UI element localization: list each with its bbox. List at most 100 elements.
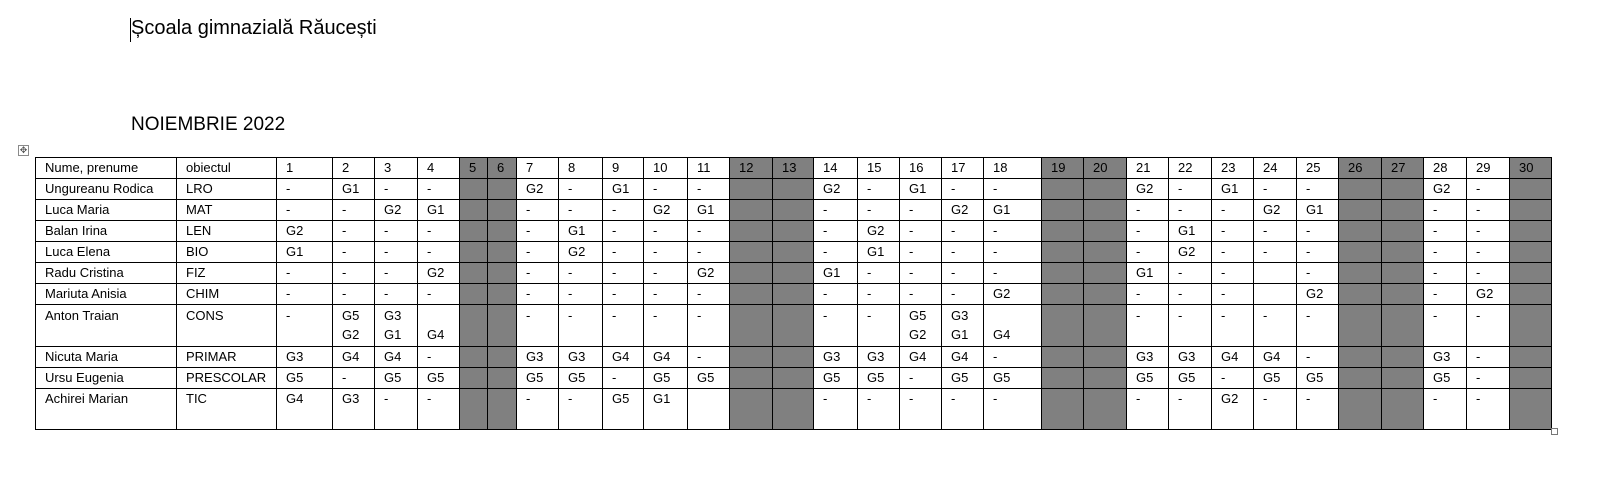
day-cell: -	[602, 199, 644, 221]
day-cell	[1509, 199, 1552, 221]
day-cell	[1083, 346, 1127, 368]
day-cell	[459, 199, 488, 221]
day-cell	[1509, 178, 1552, 200]
day-cell	[1041, 304, 1084, 347]
day-cell	[1509, 241, 1552, 263]
day-cell	[1338, 346, 1382, 368]
day-cell	[1083, 304, 1127, 347]
table-row: Luca Maria MAT - - G2 G1- - - G2 G1- - - G2 G1- - - G2 G1…	[35, 199, 1552, 221]
day-cell	[459, 241, 488, 263]
day-cell	[729, 262, 773, 284]
header-day: 30	[1509, 157, 1552, 179]
teacher-name: Luca Maria	[35, 199, 177, 221]
day-cell: -	[1296, 346, 1339, 368]
day-cell: G1	[643, 388, 688, 430]
header-day: 7	[516, 157, 559, 179]
day-cell	[1083, 367, 1127, 389]
day-cell: -	[417, 388, 460, 430]
day-cell	[1509, 388, 1552, 430]
day-cell: -	[1296, 388, 1339, 430]
day-cell: -	[1211, 199, 1254, 221]
day-cell: -	[813, 220, 858, 242]
teacher-name: Nicuta Maria	[35, 346, 177, 368]
day-cell: -	[276, 304, 333, 347]
day-cell	[729, 220, 773, 242]
day-cell: G5	[558, 367, 603, 389]
day-cell	[772, 304, 814, 347]
day-cell	[459, 346, 488, 368]
day-cell: G1	[602, 178, 644, 200]
header-day: 19	[1041, 157, 1084, 179]
day-cell	[729, 304, 773, 347]
day-cell: G1	[332, 178, 375, 200]
day-cell: -	[1296, 262, 1339, 284]
day-cell: G2	[516, 178, 559, 200]
day-cell	[1338, 199, 1382, 221]
header-day: 13	[772, 157, 814, 179]
table-row: Ursu Eugenia PRESCOLAR G5- G5 G5 G5 G5- G5 G5 G5 G…	[35, 367, 1552, 389]
day-cell: G1	[983, 199, 1042, 221]
day-cell: -	[941, 388, 984, 430]
day-cell	[1338, 220, 1382, 242]
header-day: 20	[1083, 157, 1127, 179]
day-cell	[459, 283, 488, 305]
table-row: Ungureanu Rodica LRO - G1- - G2- G1- - G2- G1- - G2…	[35, 178, 1552, 200]
day-cell: G2	[687, 262, 730, 284]
day-cell	[1509, 262, 1552, 284]
day-cell: -	[857, 283, 900, 305]
header-day: 17	[941, 157, 984, 179]
header-day: 2	[332, 157, 375, 179]
table-move-handle-icon[interactable]: ✥	[18, 145, 29, 156]
header-day: 5	[459, 157, 488, 179]
day-cell: -	[332, 241, 375, 263]
day-cell: G3	[1126, 346, 1169, 368]
day-cell: -	[516, 199, 559, 221]
day-cell: -	[941, 262, 984, 284]
day-cell: -	[1168, 283, 1212, 305]
day-cell: -	[857, 262, 900, 284]
day-cell: -	[899, 199, 942, 221]
day-cell: -	[983, 178, 1042, 200]
day-cell	[729, 367, 773, 389]
day-cell: -	[1423, 241, 1467, 263]
header-day: 22	[1168, 157, 1212, 179]
day-cell: -	[374, 388, 418, 430]
day-cell: -	[941, 220, 984, 242]
teacher-name: Radu Cristina	[35, 262, 177, 284]
day-cell: -	[857, 199, 900, 221]
table-resize-handle-icon[interactable]	[1551, 428, 1558, 435]
day-cell: -	[374, 220, 418, 242]
day-cell: -	[1211, 304, 1254, 347]
day-cell: G1	[276, 241, 333, 263]
day-cell: G2	[1466, 283, 1510, 305]
day-cell	[1509, 283, 1552, 305]
day-cell	[772, 220, 814, 242]
day-cell: -	[1466, 199, 1510, 221]
day-cell: G5 G2	[332, 304, 375, 347]
day-cell: -	[276, 178, 333, 200]
day-cell: -	[857, 304, 900, 347]
day-cell	[459, 388, 488, 430]
subject-cell: PRESCOLAR	[176, 367, 277, 389]
day-cell: -	[558, 283, 603, 305]
day-cell: G2	[643, 199, 688, 221]
header-day: 4	[417, 157, 460, 179]
day-cell	[729, 388, 773, 430]
header-day: 26	[1338, 157, 1382, 179]
day-cell: -	[687, 220, 730, 242]
teacher-name: Luca Elena	[35, 241, 177, 263]
day-cell	[1381, 283, 1424, 305]
day-cell: G2	[1253, 199, 1297, 221]
day-cell: G4	[417, 304, 460, 347]
day-cell: G5	[857, 367, 900, 389]
day-cell: -	[516, 283, 559, 305]
day-cell: G4	[1211, 346, 1254, 368]
day-cell	[487, 262, 517, 284]
day-cell	[1338, 241, 1382, 263]
day-cell	[1041, 220, 1084, 242]
day-cell: -	[941, 283, 984, 305]
header-day: 3	[374, 157, 418, 179]
day-cell	[1083, 262, 1127, 284]
day-cell	[772, 367, 814, 389]
day-cell: -	[643, 178, 688, 200]
